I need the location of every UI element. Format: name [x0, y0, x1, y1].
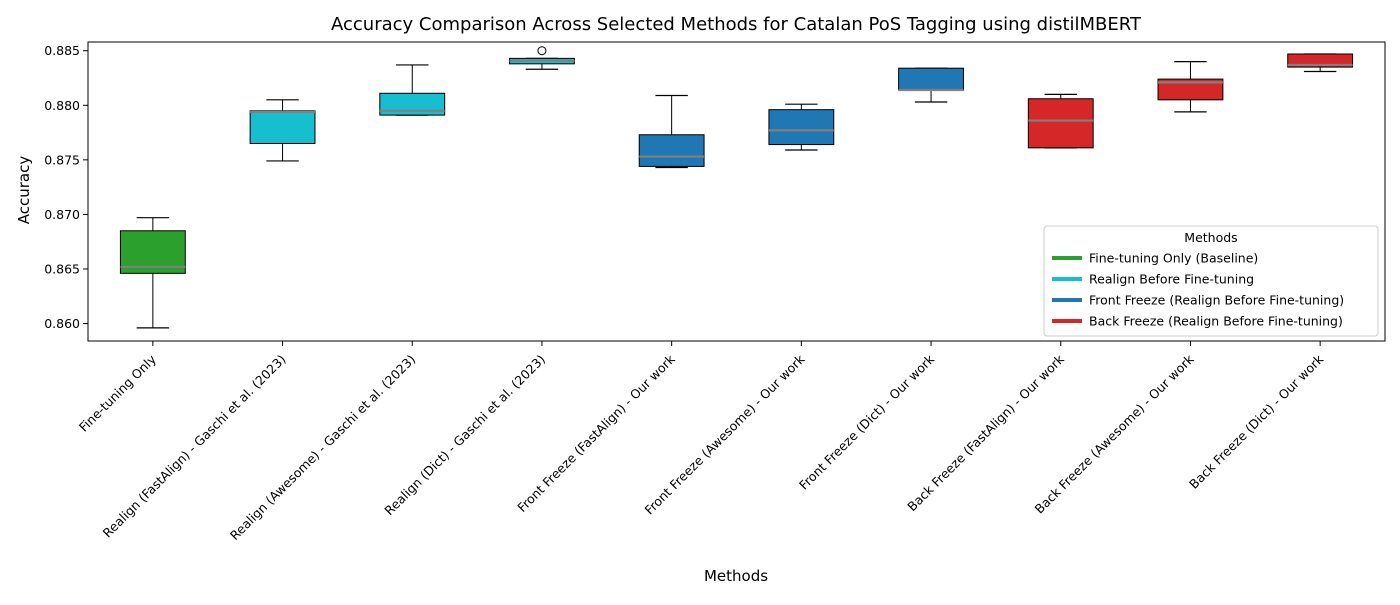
x-tick-label: Realign (Dict) - Gaschi et al. (2023) [381, 352, 548, 519]
y-tick-label: 0.870 [44, 207, 80, 222]
box-iqr [768, 109, 835, 146]
legend-item-label: Fine-tuning Only (Baseline) [1089, 251, 1258, 266]
x-tick-label: Front Freeze (FastAlign) - Our work [514, 351, 678, 515]
x-tick-label: Front Freeze (Dict) - Our work [796, 351, 938, 493]
y-tick-label: 0.865 [44, 261, 80, 276]
box-iqr [638, 134, 705, 167]
x-tick-label: Front Freeze (Awesome) - Our work [642, 351, 808, 517]
box-5 [638, 94, 705, 169]
box-iqr [1027, 98, 1094, 149]
legend: Methods Fine-tuning Only (Baseline) Realig… [1043, 225, 1379, 337]
box-4 [509, 46, 575, 70]
y-tick-label: 0.875 [44, 152, 80, 167]
box-3 [379, 64, 446, 116]
x-tick-label: Back Freeze (FastAlign) - Our work [904, 351, 1067, 514]
x-tick-label: Back Freeze (Dict) - Our work [1186, 351, 1327, 492]
box-10 [1287, 53, 1354, 73]
legend-item-label: Front Freeze (Realign Before Fine-tuning… [1089, 293, 1344, 308]
box-iqr [1157, 78, 1224, 101]
box-8 [1027, 93, 1094, 149]
y-axis-label: Accuracy [15, 156, 33, 225]
legend-item-label: Back Freeze (Realign Before Fine-tuning) [1089, 314, 1343, 329]
box-iqr [249, 110, 316, 144]
outlier-point [537, 46, 547, 56]
box-7 [898, 67, 964, 103]
x-axis-label: Methods [704, 567, 768, 585]
box-6 [768, 103, 835, 151]
chart-title: Accuracy Comparison Across Selected Meth… [331, 14, 1142, 35]
legend-item-label: Realign Before Fine-tuning [1089, 272, 1254, 287]
plot-frame [87, 41, 1386, 342]
box-1 [119, 217, 186, 329]
box-2 [249, 99, 316, 162]
y-tick-label: 0.880 [44, 98, 80, 113]
x-tick-label: Back Freeze (Awesome) - Our work [1032, 351, 1198, 517]
y-tick-label: 0.860 [44, 316, 80, 331]
legend-title: Methods [1184, 230, 1237, 245]
y-tick-label: 0.885 [44, 43, 80, 58]
box-iqr [898, 67, 964, 91]
legend-frame [1043, 225, 1379, 337]
x-tick-label: Fine-tuning Only [76, 351, 160, 435]
box-9 [1157, 61, 1224, 113]
